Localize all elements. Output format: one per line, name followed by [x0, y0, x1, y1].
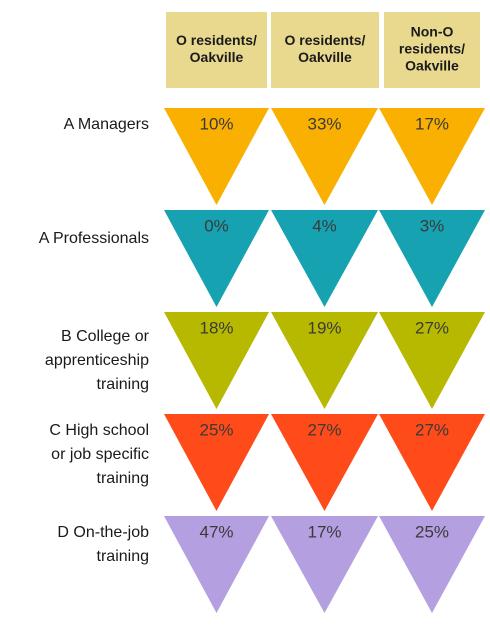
header-box	[166, 12, 267, 88]
triangle	[379, 414, 485, 511]
triangle	[271, 414, 378, 511]
triangle	[271, 312, 378, 409]
cell-value: 19%	[307, 318, 341, 337]
cell-value: 25%	[199, 420, 233, 439]
cell-value: 4%	[312, 216, 337, 235]
row-label: or job specific	[51, 446, 149, 463]
cell-value: 18%	[199, 318, 233, 337]
triangle	[164, 210, 269, 307]
cell-value: 10%	[199, 114, 233, 133]
cell-value: 0%	[204, 216, 229, 235]
triangle	[379, 516, 485, 613]
header-box	[271, 12, 379, 88]
row-label: A Professionals	[39, 230, 149, 247]
header-text: Oakville	[405, 58, 459, 74]
triangle	[379, 108, 485, 205]
cell-value: 27%	[415, 420, 449, 439]
triangle	[164, 312, 269, 409]
triangle	[164, 108, 269, 205]
row-label: training	[97, 548, 149, 565]
header-text: residents/	[399, 41, 465, 57]
row-label: training	[97, 470, 149, 487]
header-text: O residents/	[176, 32, 257, 48]
triangle	[271, 108, 378, 205]
cell-value: 17%	[307, 522, 341, 541]
cell-value: 33%	[307, 114, 341, 133]
triangle	[164, 516, 269, 613]
row-label: training	[97, 376, 149, 393]
row-label: apprenticeship	[45, 352, 149, 369]
row-label: B College or	[61, 328, 150, 345]
cell-value: 27%	[307, 420, 341, 439]
cell-value: 25%	[415, 522, 449, 541]
triangle	[271, 210, 378, 307]
row-label: D On-the-job	[57, 524, 149, 541]
row-label: A Managers	[64, 116, 149, 133]
cell-value: 27%	[415, 318, 449, 337]
triangle	[379, 312, 485, 409]
triangle	[164, 414, 269, 511]
header-box	[384, 12, 480, 88]
header-text: Non-O	[411, 24, 454, 40]
cell-value: 17%	[415, 114, 449, 133]
header-text: Oakville	[298, 49, 352, 65]
triangle	[271, 516, 378, 613]
cell-value: 47%	[199, 522, 233, 541]
header-text: O residents/	[285, 32, 366, 48]
row-label: C High school	[49, 422, 149, 439]
cell-value: 3%	[420, 216, 445, 235]
header-text: Oakville	[190, 49, 244, 65]
triangle	[379, 210, 485, 307]
